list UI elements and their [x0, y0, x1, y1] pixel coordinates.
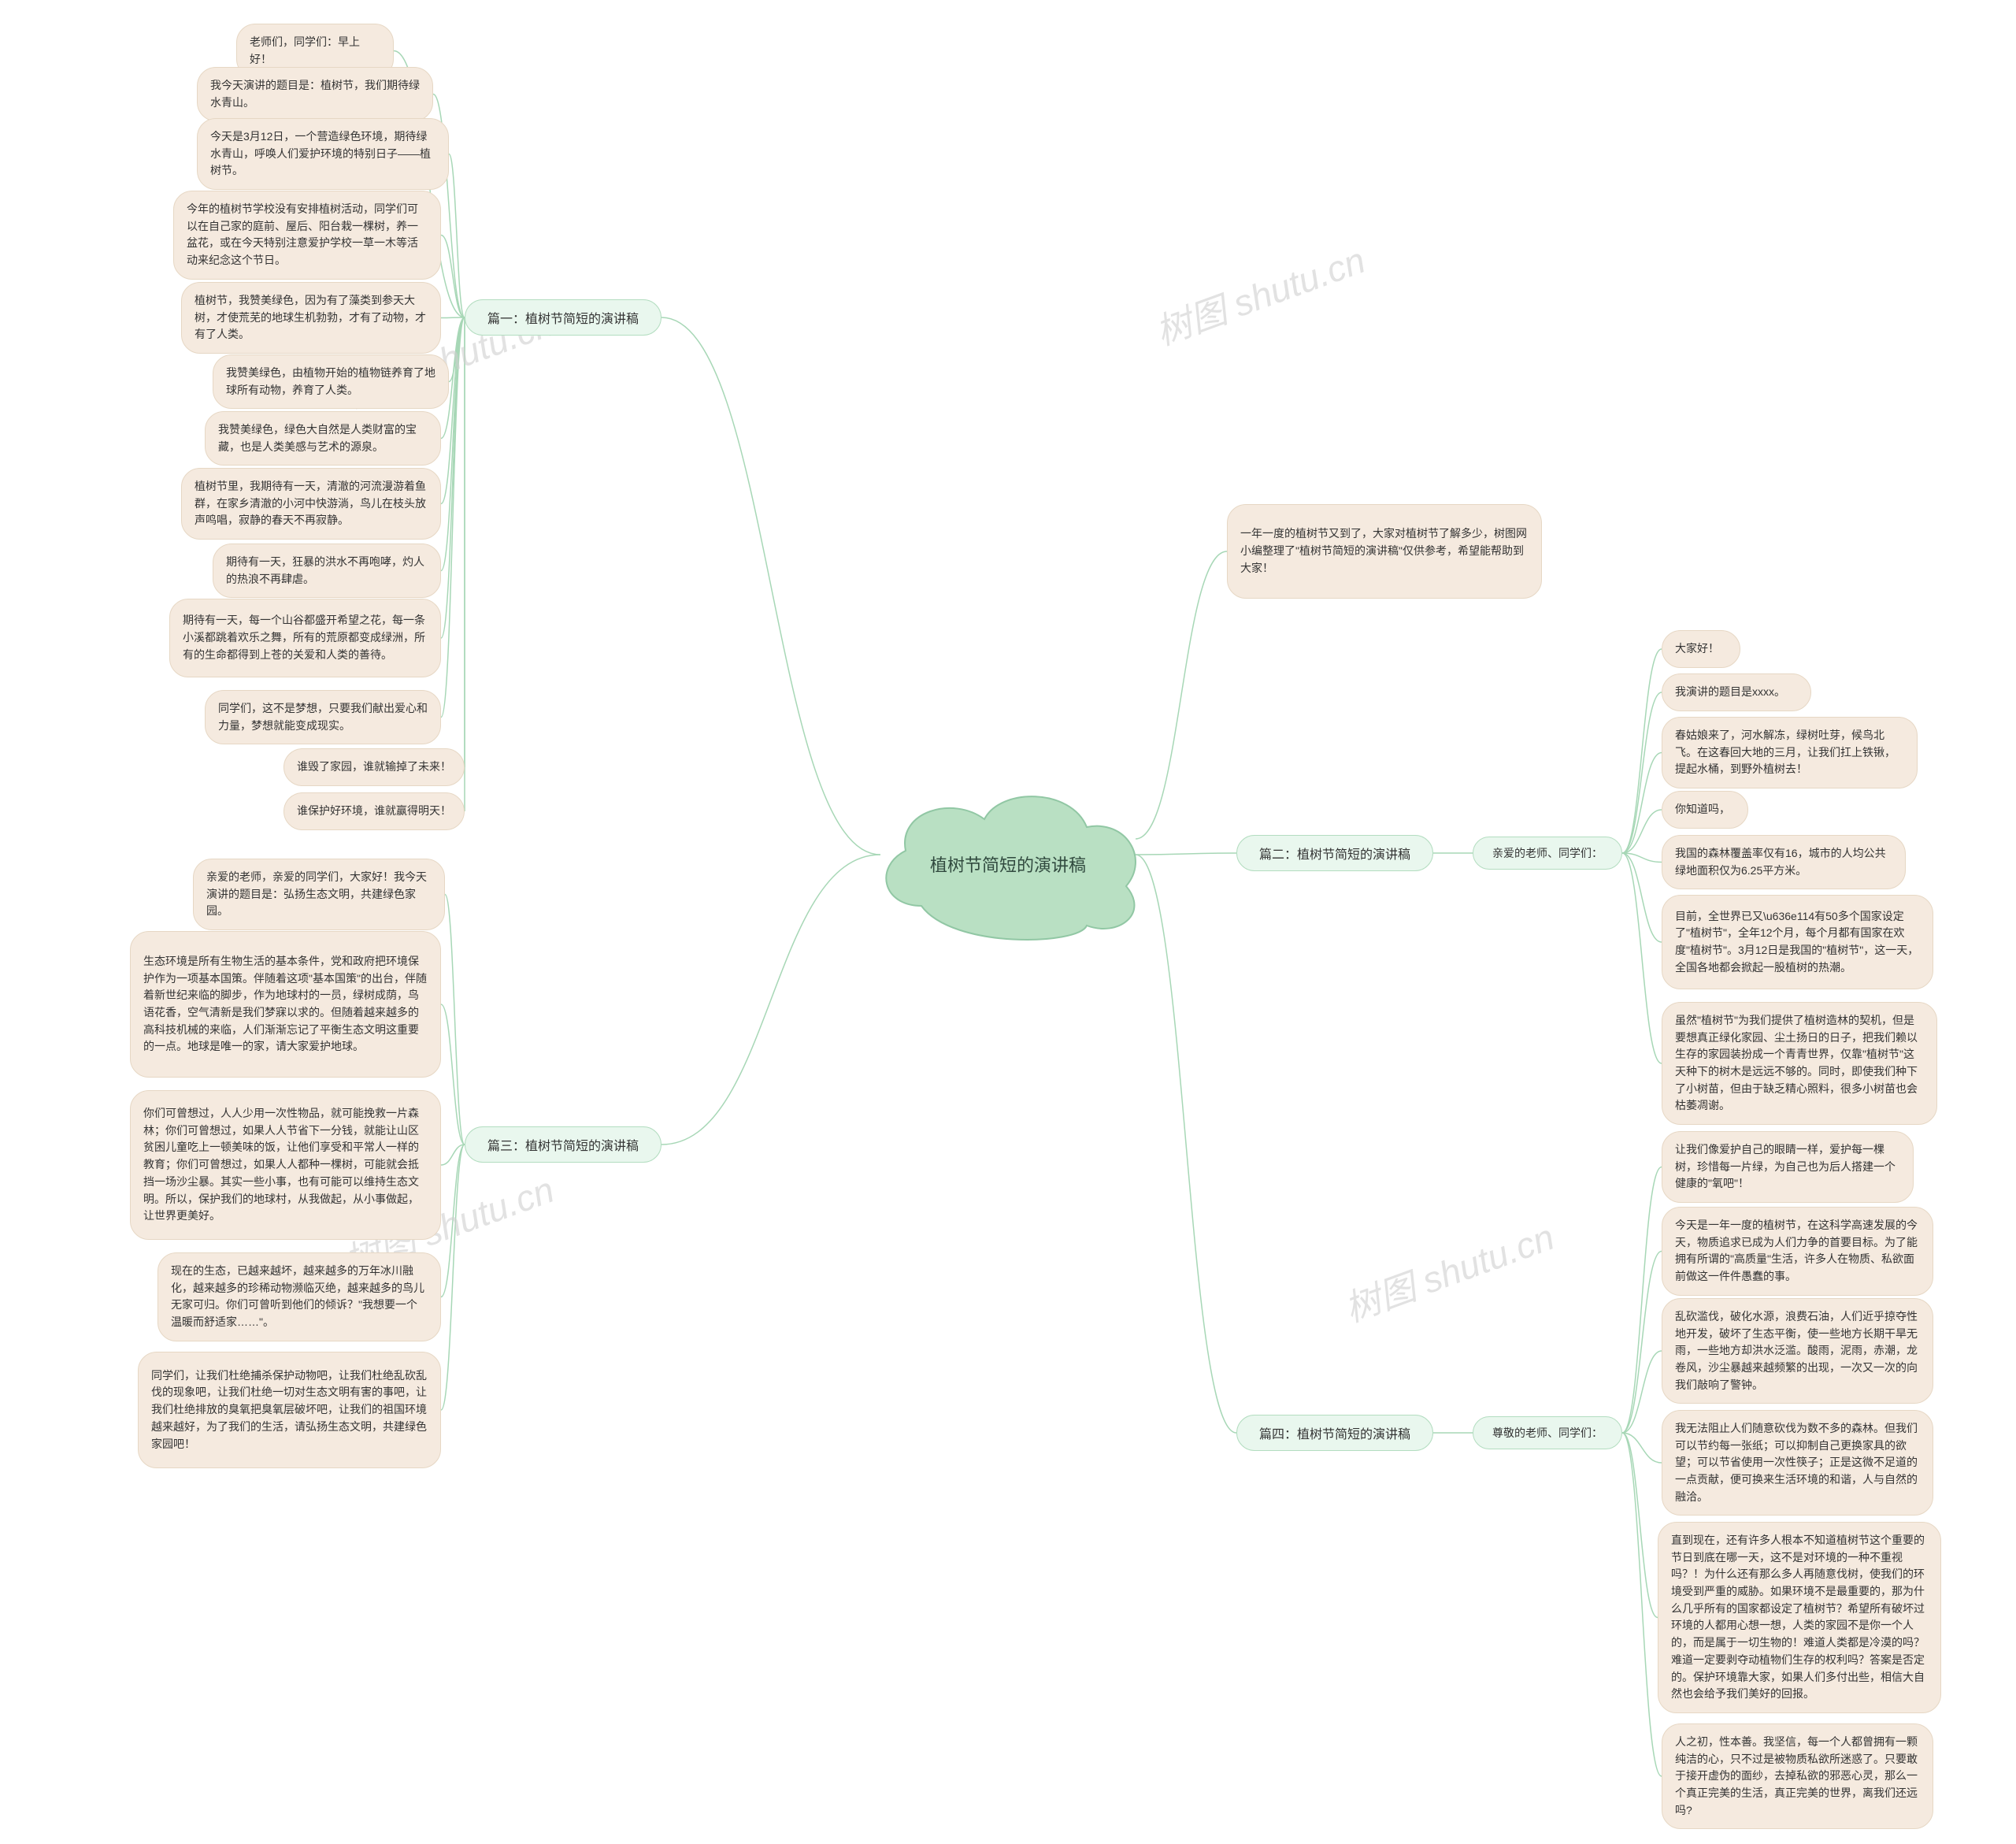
leaf-b2-0: 大家好！: [1662, 630, 1740, 668]
watermark: 树图 shutu.cn: [1147, 232, 1371, 355]
leaf-b1-3: 今年的植树节学校没有安排植树活动，同学们可以在自己家的庭前、屋后、阳台栽一棵树，…: [173, 191, 441, 280]
leaf-b1-5: 我赞美绿色，由植物开始的植物链养育了地球所有动物，养育了人类。: [213, 354, 449, 409]
leaf-b1-6: 我赞美绿色，绿色大自然是人类财富的宝藏，也是人类美感与艺术的源泉。: [205, 411, 441, 466]
leaf-b4-3: 我无法阻止人们随意砍伐为数不多的森林。但我们可以节约每一张纸；可以抑制自己更换家…: [1662, 1410, 1933, 1516]
leaf-b1-8: 期待有一天，狂暴的洪水不再咆哮，灼人的热浪不再肆虐。: [213, 544, 441, 598]
branch-b4: 篇四：植树节简短的演讲稿: [1236, 1415, 1433, 1451]
leaf-b1-11: 谁毁了家园，谁就输掉了未来！: [284, 748, 465, 786]
leaf-b1-7: 植树节里，我期待有一天，清澈的河流漫游着鱼群，在家乡清澈的小河中快游淌，鸟儿在枝…: [181, 468, 441, 540]
branch-b2: 篇二：植树节简短的演讲稿: [1236, 835, 1433, 871]
leaf-b3-2: 你们可曾想过，人人少用一次性物品，就可能挽救一片森林；你们可曾想过，如果人人节省…: [130, 1090, 441, 1240]
leaf-b2-4: 我国的森林覆盖率仅有16，城市的人均公共绿地面积仅为6.25平方米。: [1662, 835, 1906, 889]
leaf-b3-0: 亲爱的老师，亲爱的同学们，大家好！我今天演讲的题目是：弘扬生态文明，共建绿色家园…: [193, 859, 445, 930]
leaf-b4-4: 直到现在，还有许多人根本不知道植树节这个重要的节日到底在哪一天，这不是对环境的一…: [1658, 1522, 1941, 1713]
leaf-b2-1: 我演讲的题目是xxxx。: [1662, 673, 1811, 711]
branch-b2-sub: 亲爱的老师、同学们：: [1473, 837, 1622, 870]
center-topic-label: 植树节简短的演讲稿: [930, 833, 1086, 877]
leaf-b1-1: 我今天演讲的题目是：植树节，我们期待绿水青山。: [197, 67, 433, 121]
branch-b3: 篇三：植树节简短的演讲稿: [465, 1126, 662, 1163]
leaf-b1-9: 期待有一天，每一个山谷都盛开希望之花，每一条小溪都跳着欢乐之舞，所有的荒原都变成…: [169, 599, 441, 677]
leaf-b4-0: 让我们像爱护自己的眼睛一样，爱护每一棵树，珍惜每一片绿，为自己也为后人搭建一个健…: [1662, 1131, 1914, 1203]
leaf-b1-4: 植树节，我赞美绿色，因为有了藻类到参天大树，才使荒芜的地球生机勃勃，才有了动物，…: [181, 282, 441, 354]
watermark: 树图 shutu.cn: [1336, 1208, 1560, 1332]
leaf-b3-4: 同学们，让我们杜绝捕杀保护动物吧，让我们杜绝乱砍乱伐的现象吧，让我们杜绝一切对生…: [138, 1352, 441, 1468]
leaf-b4-1: 今天是一年一度的植树节，在这科学高速发展的今天，物质追求已成为人们力争的首要目标…: [1662, 1207, 1933, 1296]
leaf-b1-10: 同学们，这不是梦想，只要我们献出爱心和力量，梦想就能变成现实。: [205, 690, 441, 744]
leaf-b2-5: 目前，全世界已又\u636e114有50多个国家设定了"植树节"，全年12个月，…: [1662, 895, 1933, 989]
leaf-b2-3: 你知道吗，: [1662, 791, 1748, 829]
leaf-b4-2: 乱砍滥伐，破化水源，浪费石油，人们近乎掠夺性地开发，破坏了生态平衡，使一些地方长…: [1662, 1298, 1933, 1404]
branch-b4-sub: 尊敬的老师、同学们：: [1473, 1416, 1622, 1449]
leaf-b1-2: 今天是3月12日，一个营造绿色环境，期待绿水青山，呼唤人们爱护环境的特别日子——…: [197, 118, 449, 190]
branch-b1: 篇一：植树节简短的演讲稿: [465, 299, 662, 336]
leaf-b3-1: 生态环境是所有生物生活的基本条件，党和政府把环境保护作为一项基本国策。伴随着这项…: [130, 931, 441, 1078]
leaf-b3-3: 现在的生态，已越来越坏，越来越多的万年冰川融化，越来越多的珍稀动物濒临灭绝，越来…: [158, 1252, 441, 1341]
center-topic: 植树节简短的演讲稿: [866, 756, 1150, 953]
leaf-b2-6: 虽然"植树节"为我们提供了植树造林的契机，但是要想真正绿化家园、尘土扬日的日子，…: [1662, 1002, 1937, 1125]
leaf-b1-12: 谁保护好环境，谁就赢得明天！: [284, 792, 465, 830]
intro-note: 一年一度的植树节又到了，大家对植树节了解多少，树图网小编整理了"植树节简短的演讲…: [1227, 504, 1542, 599]
leaf-b2-2: 春姑娘来了，河水解冻，绿树吐芽，候鸟北飞。在这春回大地的三月，让我们扛上铁锹，提…: [1662, 717, 1918, 788]
mindmap-canvas: 树图 shutu.cn树图 shutu.cn树图 shutu.cn树图 shut…: [0, 0, 2016, 1844]
leaf-b4-5: 人之初，性本善。我坚信，每一个人都曾拥有一颗纯洁的心，只不过是被物质私欲所迷惑了…: [1662, 1723, 1933, 1829]
